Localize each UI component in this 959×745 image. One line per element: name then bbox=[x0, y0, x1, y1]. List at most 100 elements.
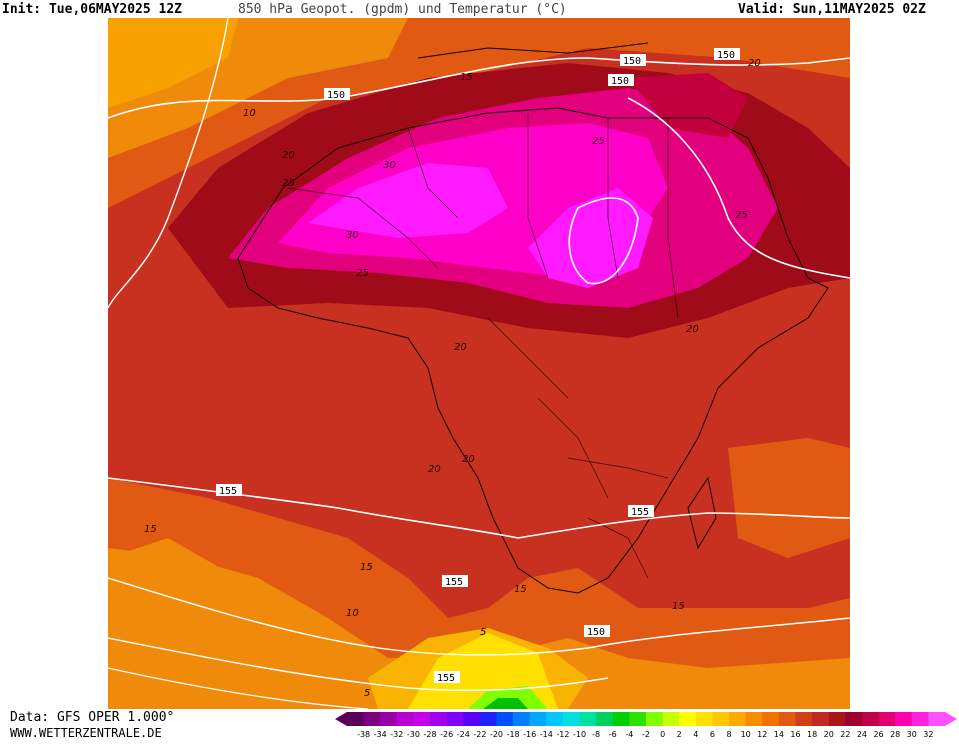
temperature-label: 25 bbox=[282, 178, 295, 189]
legend-swatch bbox=[596, 712, 614, 726]
legend-swatch bbox=[513, 712, 531, 726]
legend-tick-label: 10 bbox=[741, 730, 751, 739]
legend-swatch bbox=[878, 712, 896, 726]
legend-tick-label: -14 bbox=[540, 730, 553, 739]
legend-swatch bbox=[347, 712, 365, 726]
mediterranean-coast bbox=[417, 42, 649, 59]
geopotential-closed-low bbox=[568, 197, 639, 285]
temperature-label: 20 bbox=[428, 464, 441, 475]
svg-text:150: 150 bbox=[623, 56, 641, 67]
geopotential-155-south bbox=[108, 477, 850, 539]
legend-tick-label: 24 bbox=[857, 730, 867, 739]
cape-green-spot bbox=[468, 686, 548, 709]
svg-text:150: 150 bbox=[717, 50, 735, 61]
temperature-label: 30 bbox=[383, 160, 396, 171]
geo-label-2: 150 bbox=[620, 54, 646, 67]
temperature-label: 10 bbox=[243, 108, 256, 119]
geopotential-155-lower bbox=[108, 577, 850, 656]
legend-tick-label: 30 bbox=[907, 730, 917, 739]
temperature-label: 20 bbox=[282, 150, 295, 161]
legend-swatch bbox=[612, 712, 630, 726]
legend-tick-label: -28 bbox=[424, 730, 437, 739]
geo-label-4: 150 bbox=[714, 48, 740, 61]
geopotential-bottom-band bbox=[108, 667, 369, 709]
legend-tick-label: 22 bbox=[840, 730, 850, 739]
legend-swatch bbox=[928, 712, 946, 726]
legend-tick-label: -12 bbox=[556, 730, 569, 739]
legend-swatch bbox=[396, 712, 414, 726]
temperature-label: 15 bbox=[672, 601, 685, 612]
legend-swatch bbox=[679, 712, 697, 726]
geo-label-9: 155 bbox=[434, 671, 460, 684]
legend-swatch bbox=[430, 712, 448, 726]
temperature-label: 20 bbox=[454, 342, 467, 353]
legend-tick-label: 0 bbox=[660, 730, 665, 739]
legend-swatch bbox=[812, 712, 830, 726]
geopotential-150-north bbox=[108, 57, 850, 119]
legend-swatch bbox=[762, 712, 780, 726]
legend-swatch bbox=[795, 712, 813, 726]
legend-swatch bbox=[479, 712, 497, 726]
map-title: 850 hPa Geopot. (gpdm) und Temperatur (°… bbox=[238, 2, 567, 17]
legend-tick-label: -18 bbox=[507, 730, 520, 739]
legend-swatch bbox=[861, 712, 880, 726]
legend-tick-label: -30 bbox=[407, 730, 420, 739]
africa-coastline bbox=[237, 107, 829, 594]
legend-tick-label: 14 bbox=[774, 730, 784, 739]
southern-deep-orange bbox=[108, 548, 850, 709]
legend-tick-label: 18 bbox=[807, 730, 817, 739]
sudan-hottest-spot bbox=[528, 188, 653, 288]
legend-swatch bbox=[662, 712, 680, 726]
temperature-label: 5 bbox=[480, 627, 486, 638]
indian-ocean-orange-patch bbox=[728, 438, 850, 558]
country-borders bbox=[287, 113, 679, 579]
svg-text:150: 150 bbox=[611, 76, 629, 87]
legend-tick-label: -4 bbox=[625, 730, 633, 739]
svg-text:155: 155 bbox=[219, 486, 237, 497]
temperature-label: 20 bbox=[748, 58, 761, 69]
legend-tick-label: -2 bbox=[642, 730, 650, 739]
temperature-label: 15 bbox=[360, 562, 373, 573]
legend-tick-label: 8 bbox=[727, 730, 732, 739]
legend-swatch bbox=[529, 712, 547, 726]
temperature-label: 25 bbox=[735, 210, 748, 221]
temperature-label: 25 bbox=[592, 136, 605, 147]
svg-text:155: 155 bbox=[631, 507, 649, 518]
legend-tick-label: -26 bbox=[440, 730, 453, 739]
legend-swatch bbox=[413, 712, 431, 726]
legend-swatch bbox=[745, 712, 763, 726]
legend-swatch bbox=[895, 712, 913, 726]
weather-map: 150 150 150 150 155 155 155 150 155 10 1… bbox=[108, 18, 850, 709]
legend-tick-label: -38 bbox=[357, 730, 370, 739]
legend-tick-label: -32 bbox=[390, 730, 403, 739]
legend-swatch bbox=[363, 712, 381, 726]
temperature-label: 15 bbox=[460, 72, 473, 83]
legend-tick-label: 20 bbox=[824, 730, 834, 739]
legend-tick-label: -34 bbox=[374, 730, 387, 739]
website-label: WWW.WETTERZENTRALE.DE bbox=[10, 726, 162, 740]
legend-tick-label: -16 bbox=[523, 730, 536, 739]
legend-tick-label: 4 bbox=[693, 730, 698, 739]
valid-time-label: Valid: Sun,11MAY2025 02Z bbox=[738, 2, 926, 17]
temperature-label: 20 bbox=[462, 454, 475, 465]
cape-green-core bbox=[483, 698, 528, 709]
legend-tick-label: 2 bbox=[677, 730, 682, 739]
legend-swatch bbox=[463, 712, 481, 726]
legend-swatch bbox=[629, 712, 647, 726]
legend-swatch bbox=[496, 712, 514, 726]
legend-tick-label: -10 bbox=[573, 730, 586, 739]
geo-label-6: 155 bbox=[628, 505, 654, 518]
legend-swatch bbox=[695, 712, 713, 726]
temperature-label: 30 bbox=[346, 230, 359, 241]
geopotential-lower-band bbox=[108, 637, 609, 692]
legend-swatch bbox=[911, 712, 929, 726]
data-source-label: Data: GFS OPER 1.000° bbox=[10, 710, 175, 725]
legend-swatch bbox=[646, 712, 664, 726]
temperature-label: 20 bbox=[686, 324, 699, 335]
atlantic-orange-patch bbox=[108, 538, 278, 638]
legend-tick-label: 28 bbox=[890, 730, 900, 739]
legend-swatch bbox=[828, 712, 846, 726]
sahara-hottest-spot bbox=[308, 163, 508, 238]
legend-swatch bbox=[579, 712, 597, 726]
temperature-label: 25 bbox=[356, 268, 369, 279]
